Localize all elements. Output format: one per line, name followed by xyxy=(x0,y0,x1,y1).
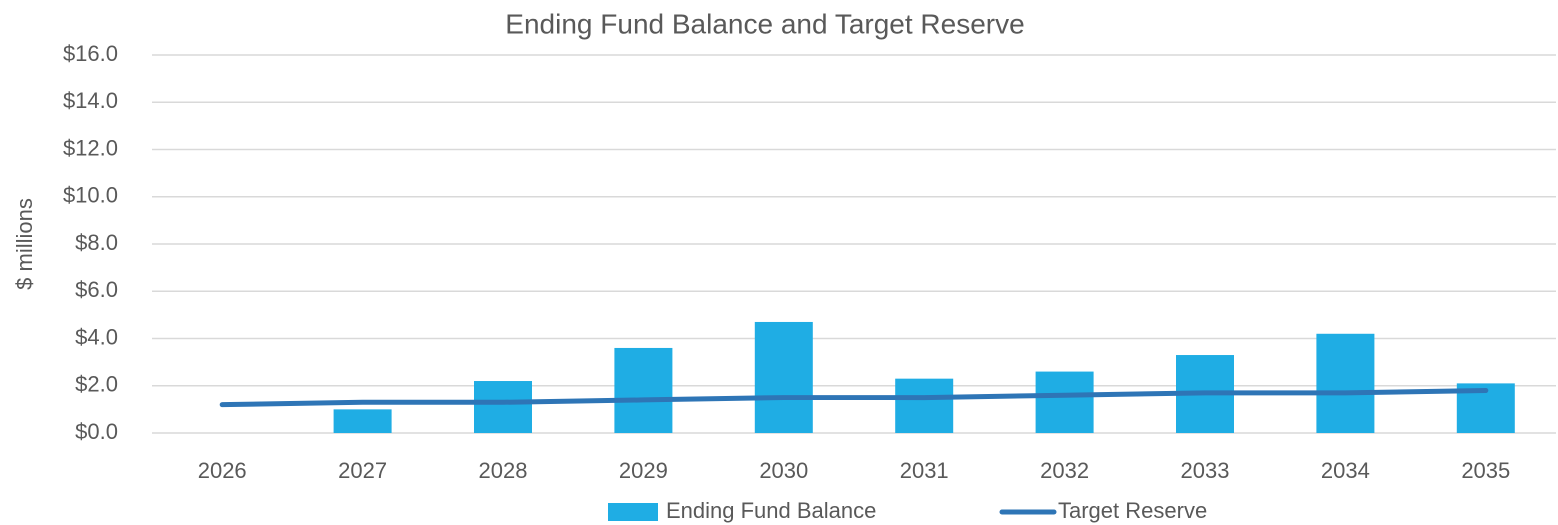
bar xyxy=(895,378,954,433)
x-tick-label: 2027 xyxy=(338,458,387,483)
x-tick-label: 2033 xyxy=(1181,458,1230,483)
y-tick-label: $2.0 xyxy=(75,372,118,397)
y-tick-label: $6.0 xyxy=(75,277,118,302)
x-tick-label: 2026 xyxy=(198,458,247,483)
y-tick-label: $12.0 xyxy=(63,135,118,160)
x-tick-label: 2031 xyxy=(900,458,949,483)
y-axis-label: $ millions xyxy=(12,198,37,290)
bar xyxy=(614,347,673,433)
chart-title: Ending Fund Balance and Target Reserve xyxy=(505,8,1024,39)
x-tick-label: 2035 xyxy=(1461,458,1510,483)
line xyxy=(219,387,1489,408)
y-tick-label: $16.0 xyxy=(63,41,118,66)
x-tick-label: 2028 xyxy=(479,458,528,483)
x-tick-label: 2032 xyxy=(1040,458,1089,483)
bar xyxy=(1035,371,1094,433)
bar xyxy=(1316,333,1375,433)
bar xyxy=(754,321,813,433)
y-tick-label: $4.0 xyxy=(75,324,118,349)
legend-swatch xyxy=(608,503,658,521)
y-tick-label: $14.0 xyxy=(63,88,118,113)
legend-label: Target Reserve xyxy=(1058,498,1207,523)
bar xyxy=(333,409,392,433)
bar xyxy=(474,381,532,433)
x-tick-label: 2030 xyxy=(759,458,808,483)
y-tick-label: $0.0 xyxy=(75,419,118,444)
y-tick-label: $10.0 xyxy=(63,183,118,208)
legend-label: Ending Fund Balance xyxy=(666,498,876,523)
y-tick-label: $8.0 xyxy=(75,230,118,255)
x-tick-label: 2034 xyxy=(1321,458,1370,483)
x-tick-label: 2029 xyxy=(619,458,668,483)
